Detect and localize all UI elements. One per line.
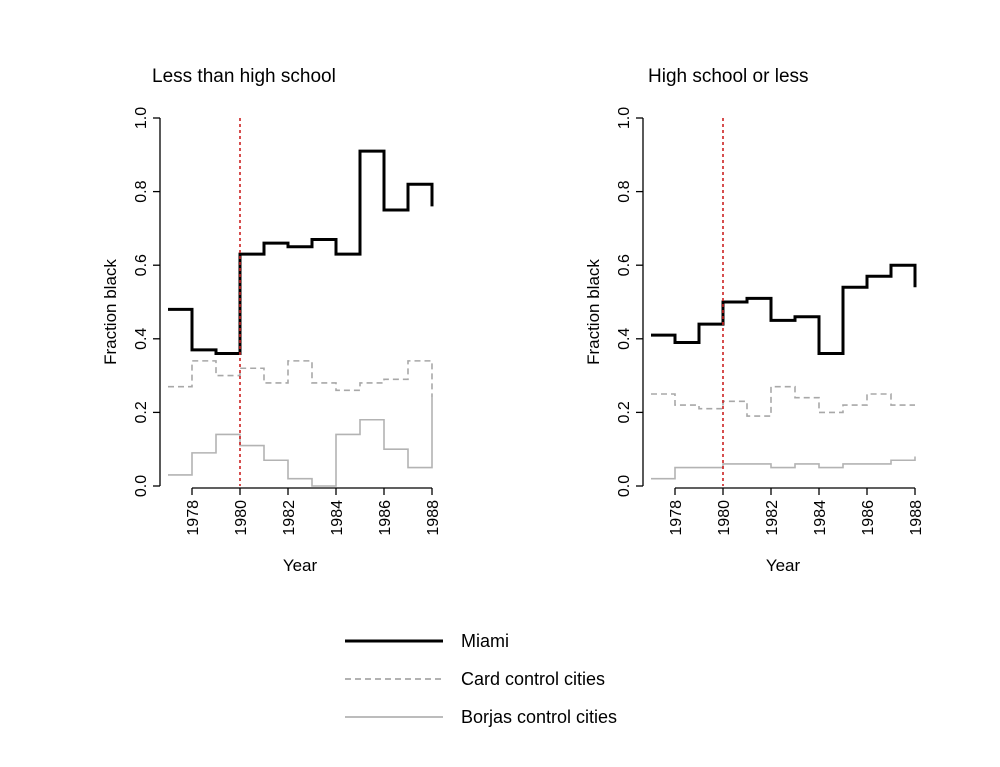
y-tick-label: 0.6	[133, 254, 150, 276]
y-tick-label: 0.4	[133, 328, 150, 350]
y-tick-label: 0.0	[133, 475, 150, 497]
y-tick-label: 0.8	[616, 180, 633, 202]
y-tick-label: 1.0	[133, 107, 150, 129]
chart-title: Less than high school	[152, 66, 336, 87]
legend: Miami Card control cities Borjas control c…	[345, 631, 617, 727]
series-line-card-control-cities	[651, 385, 915, 417]
series-line-borjas-control-cities	[168, 397, 433, 487]
legend-label: Miami	[461, 631, 509, 651]
y-tick-label: 0.6	[616, 254, 633, 276]
x-tick-label: 1980	[716, 500, 733, 536]
legend-item-miami: Miami	[345, 631, 509, 651]
x-tick-label: 1984	[329, 500, 346, 536]
y-tick-label: 0.8	[133, 180, 150, 202]
x-tick-label: 1978	[668, 500, 685, 536]
legend-item-card-control-cities: Card control cities	[345, 669, 605, 689]
series-line-miami	[168, 149, 434, 356]
legend-label: Borjas control cities	[461, 707, 617, 727]
x-tick-label: 1982	[764, 500, 781, 536]
chart-panel-1: Less than high school 0.0 0.2 0.4 0.6 0.8 1.0 1…	[101, 66, 442, 575]
legend-label: Card control cities	[461, 669, 605, 689]
x-axis-label: Year	[283, 556, 318, 575]
panels: Less than high school 0.0 0.2 0.4 0.6 0.8 1.0 1…	[101, 66, 925, 575]
chart-title: High school or less	[648, 66, 809, 87]
legend-item-borjas-control-cities: Borjas control cities	[345, 707, 617, 727]
x-tick-label: 1986	[860, 500, 877, 536]
y-tick-label: 1.0	[616, 107, 633, 129]
x-tick-label: 1988	[425, 500, 442, 536]
y-tick-label: 0.0	[616, 475, 633, 497]
x-tick-label: 1978	[185, 500, 202, 536]
series-line-borjas-control-cities	[651, 456, 916, 480]
x-tick-label: 1980	[233, 500, 250, 536]
y-axis-label: Fraction black	[101, 259, 120, 365]
x-tick-label: 1986	[377, 500, 394, 536]
y-axis-label: Fraction black	[584, 259, 603, 365]
x-tick-label: 1988	[908, 500, 925, 536]
series-line-card-control-cities	[168, 360, 433, 398]
x-tick-label: 1982	[281, 500, 298, 536]
x-axis-label: Year	[766, 556, 801, 575]
series-line-miami	[651, 263, 917, 356]
y-tick-label: 0.4	[616, 328, 633, 350]
y-tick-label: 0.2	[133, 401, 150, 423]
y-tick-label: 0.2	[616, 401, 633, 423]
chart-panel-2: High school or less 0.0 0.2 0.4 0.6 0.8 1.0 197…	[584, 66, 925, 575]
x-tick-label: 1984	[812, 500, 829, 536]
